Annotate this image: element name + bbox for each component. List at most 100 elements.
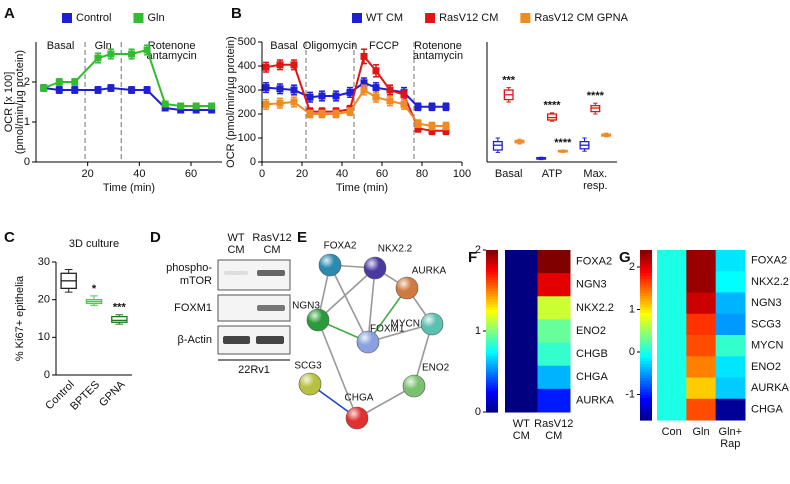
colorbar-tick-label: 1	[475, 325, 481, 337]
x-tick-label: ATP	[542, 168, 563, 180]
colorbar-segment	[640, 329, 652, 333]
colorbar-segment	[486, 282, 498, 286]
blot-panel: D WT CM RasV12 CM phospho- mTOR FOXM1 β-…	[150, 229, 292, 376]
data-point	[143, 46, 151, 54]
heat-cell	[686, 250, 717, 272]
heat-cell	[686, 313, 717, 336]
data-point	[262, 100, 270, 108]
network-edge	[317, 267, 376, 321]
colorbar-segment	[640, 292, 652, 296]
x-tick-label: 40	[133, 168, 145, 180]
y-axis-label: % Ki67+ epithelia	[14, 275, 26, 361]
heat-cell	[505, 296, 538, 320]
colorbar-segment	[486, 368, 498, 373]
colorbar-segment	[486, 304, 498, 308]
cell-line-label: 22Rv1	[238, 364, 270, 376]
colorbar-segment	[486, 406, 498, 410]
heat-cell	[537, 342, 571, 367]
colorbar-segment	[640, 309, 652, 313]
colorbar-segment	[640, 312, 652, 316]
y-tick-label: 30	[38, 256, 50, 268]
heat-cell	[686, 356, 717, 378]
data-point	[177, 102, 185, 110]
colorbar-segment	[486, 271, 498, 275]
row-label: SCG3	[751, 318, 781, 330]
row-label: ENO2	[751, 361, 781, 373]
colorbar-segment	[486, 344, 498, 348]
colorbar-segment	[486, 363, 498, 367]
data-point	[161, 100, 169, 108]
y-tick-label: 10	[38, 331, 50, 343]
heat-cell	[537, 365, 571, 390]
heat-cell	[686, 335, 717, 357]
data-point	[192, 106, 200, 114]
node-shine	[421, 313, 443, 335]
colorbar-segment	[640, 284, 652, 288]
column-label: RasV12	[534, 418, 573, 430]
legend-swatch	[520, 13, 531, 23]
colorbar-segment	[640, 252, 652, 257]
colorbar-segment	[640, 326, 652, 330]
data-point	[262, 63, 270, 71]
colorbar-tick-label: 2	[475, 244, 481, 256]
colorbar-segment	[640, 386, 652, 390]
colorbar-segment	[486, 309, 498, 313]
colorbar-segment	[486, 352, 498, 356]
node-shine	[319, 254, 341, 276]
colorbar-segment	[486, 258, 498, 262]
network-edge	[367, 267, 376, 343]
y-tick-label: 0	[24, 156, 30, 168]
colorbar-segment	[486, 322, 498, 327]
data-point	[143, 86, 151, 94]
data-point	[360, 79, 368, 87]
y-tick-label: 0	[250, 156, 256, 168]
x-tick-label: 60	[376, 168, 388, 180]
node-shine	[396, 277, 418, 299]
data-point	[332, 92, 340, 100]
colorbar-segment	[640, 408, 652, 413]
heat-cell	[715, 335, 746, 357]
colorbar-segment	[640, 301, 652, 305]
x-axis-label: Time (min)	[103, 182, 155, 194]
data-point	[318, 110, 326, 118]
heat-cell	[537, 273, 571, 297]
x-tick-label: 0	[259, 168, 265, 180]
column-label: CM	[513, 430, 530, 442]
colorbar-segment	[486, 347, 498, 351]
data-point	[128, 86, 136, 94]
y-axis-label: OCR (pmol/min/µg protein)	[225, 36, 237, 168]
colorbar-segment	[486, 274, 498, 278]
legend-label: RasV12 CM	[439, 12, 498, 24]
legend-swatch	[352, 13, 362, 23]
blot-band	[257, 270, 285, 276]
node-label: NGN3	[292, 301, 320, 312]
colorbar-segment	[486, 320, 498, 324]
node-label: FOXM1	[370, 324, 405, 335]
heat-cell	[505, 365, 538, 390]
y-tick-label: 100	[238, 132, 256, 144]
legend-label: WT CM	[366, 12, 403, 24]
colorbar-segment	[640, 383, 652, 387]
row-label: CHGB	[576, 348, 608, 360]
colorbar-segment	[486, 260, 498, 265]
data-point	[414, 103, 422, 111]
row-label: ENO2	[576, 325, 606, 337]
column-label: Con	[662, 426, 682, 438]
heat-cell	[715, 377, 746, 400]
heat-cell	[715, 250, 746, 272]
data-point	[372, 93, 380, 101]
data-point	[386, 97, 394, 105]
phase-label: Gln	[95, 40, 112, 52]
colorbar-segment	[486, 382, 498, 386]
panel-label: F	[468, 249, 477, 266]
x-tick-label: 80	[416, 168, 428, 180]
heat-cell	[537, 319, 571, 344]
colorbar-segment	[640, 303, 652, 308]
data-point	[372, 67, 380, 75]
colorbar-segment	[486, 301, 498, 305]
data-point	[414, 120, 422, 128]
colorbar-segment	[486, 314, 498, 319]
column-label: Rap	[720, 438, 740, 450]
colorbar-segment	[486, 312, 498, 316]
colorbar-segment	[486, 287, 498, 292]
